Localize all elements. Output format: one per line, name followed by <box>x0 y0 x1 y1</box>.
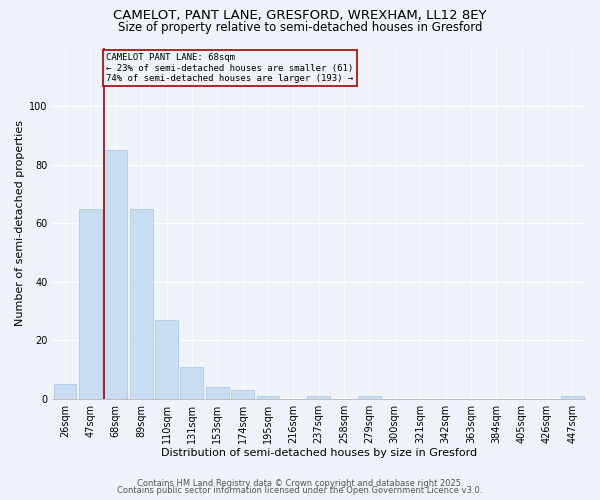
Text: CAMELOT PANT LANE: 68sqm
← 23% of semi-detached houses are smaller (61)
74% of s: CAMELOT PANT LANE: 68sqm ← 23% of semi-d… <box>106 54 353 83</box>
Bar <box>561 396 584 399</box>
Text: CAMELOT, PANT LANE, GRESFORD, WREXHAM, LL12 8EY: CAMELOT, PANT LANE, GRESFORD, WREXHAM, L… <box>113 9 487 22</box>
Bar <box>231 390 254 399</box>
Bar <box>130 208 152 399</box>
Y-axis label: Number of semi-detached properties: Number of semi-detached properties <box>15 120 25 326</box>
X-axis label: Distribution of semi-detached houses by size in Gresford: Distribution of semi-detached houses by … <box>161 448 477 458</box>
Bar <box>307 396 330 399</box>
Bar <box>206 388 229 399</box>
Bar <box>104 150 127 399</box>
Text: Contains public sector information licensed under the Open Government Licence v3: Contains public sector information licen… <box>118 486 482 495</box>
Text: Size of property relative to semi-detached houses in Gresford: Size of property relative to semi-detach… <box>118 22 482 35</box>
Bar <box>155 320 178 399</box>
Bar <box>181 367 203 399</box>
Text: Contains HM Land Registry data © Crown copyright and database right 2025.: Contains HM Land Registry data © Crown c… <box>137 478 463 488</box>
Bar <box>53 384 76 399</box>
Bar <box>79 208 102 399</box>
Bar <box>257 396 280 399</box>
Bar <box>358 396 381 399</box>
